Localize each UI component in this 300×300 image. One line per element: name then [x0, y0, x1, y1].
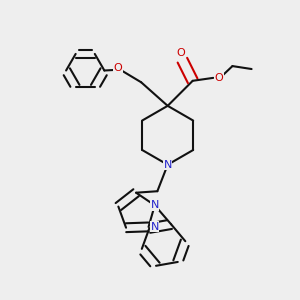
Text: N: N: [151, 222, 159, 232]
Text: O: O: [176, 48, 185, 58]
Text: N: N: [151, 200, 159, 210]
Text: N: N: [164, 160, 172, 170]
Text: O: O: [214, 73, 223, 83]
Text: O: O: [113, 63, 122, 73]
